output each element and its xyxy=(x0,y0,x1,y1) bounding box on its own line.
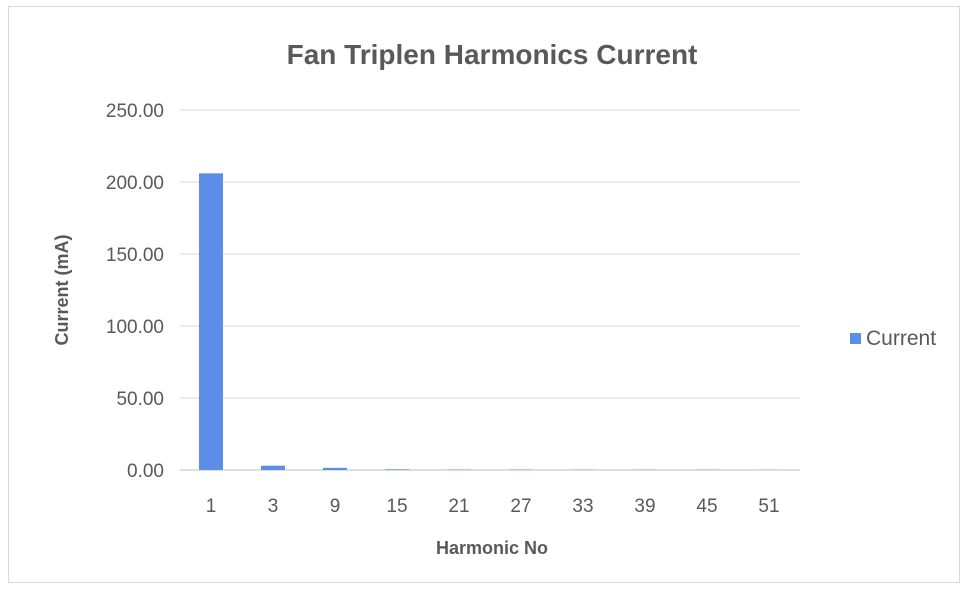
x-tick-label: 51 xyxy=(758,496,779,517)
x-tick-label: 3 xyxy=(268,496,279,517)
x-tick-label: 21 xyxy=(448,496,469,517)
x-tick-label: 15 xyxy=(386,496,407,517)
x-tick-label: 1 xyxy=(206,496,217,517)
x-tick-label: 45 xyxy=(696,496,717,517)
y-tick-label: 100.00 xyxy=(106,317,164,338)
bar-harmonic-3 xyxy=(261,465,285,470)
x-tick-label: 33 xyxy=(572,496,593,517)
y-axis-ticks: 0.00 50.00 100.00 150.00 200.00 250.00 xyxy=(106,101,164,482)
bar-harmonic-15 xyxy=(385,469,409,470)
y-tick-label: 200.00 xyxy=(106,173,164,194)
chart-area xyxy=(8,6,960,583)
x-tick-label: 39 xyxy=(634,496,655,517)
x-axis-title: Harmonic No xyxy=(436,538,548,558)
legend-label: Current xyxy=(866,327,936,350)
y-axis-title: Current (mA) xyxy=(52,234,72,345)
y-tick-label: 250.00 xyxy=(106,101,164,122)
x-axis-ticks: 1 3 9 15 21 27 33 39 45 51 xyxy=(206,496,780,517)
legend: Current xyxy=(850,327,936,350)
bar-harmonic-1 xyxy=(199,173,223,471)
x-tick-label: 9 xyxy=(330,496,341,517)
legend-swatch xyxy=(850,333,861,344)
chart-title: Fan Triplen Harmonics Current xyxy=(287,39,698,70)
y-tick-label: 150.00 xyxy=(106,245,164,266)
bar-harmonic-9 xyxy=(323,467,347,470)
y-tick-label: 0.00 xyxy=(127,461,164,482)
y-tick-label: 50.00 xyxy=(116,389,164,410)
bars xyxy=(199,173,781,471)
x-tick-label: 27 xyxy=(510,496,531,517)
gridlines xyxy=(180,109,800,471)
